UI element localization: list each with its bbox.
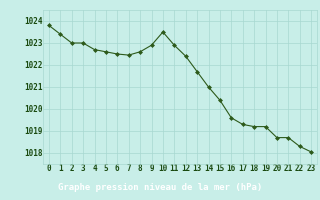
Text: Graphe pression niveau de la mer (hPa): Graphe pression niveau de la mer (hPa) bbox=[58, 182, 262, 192]
